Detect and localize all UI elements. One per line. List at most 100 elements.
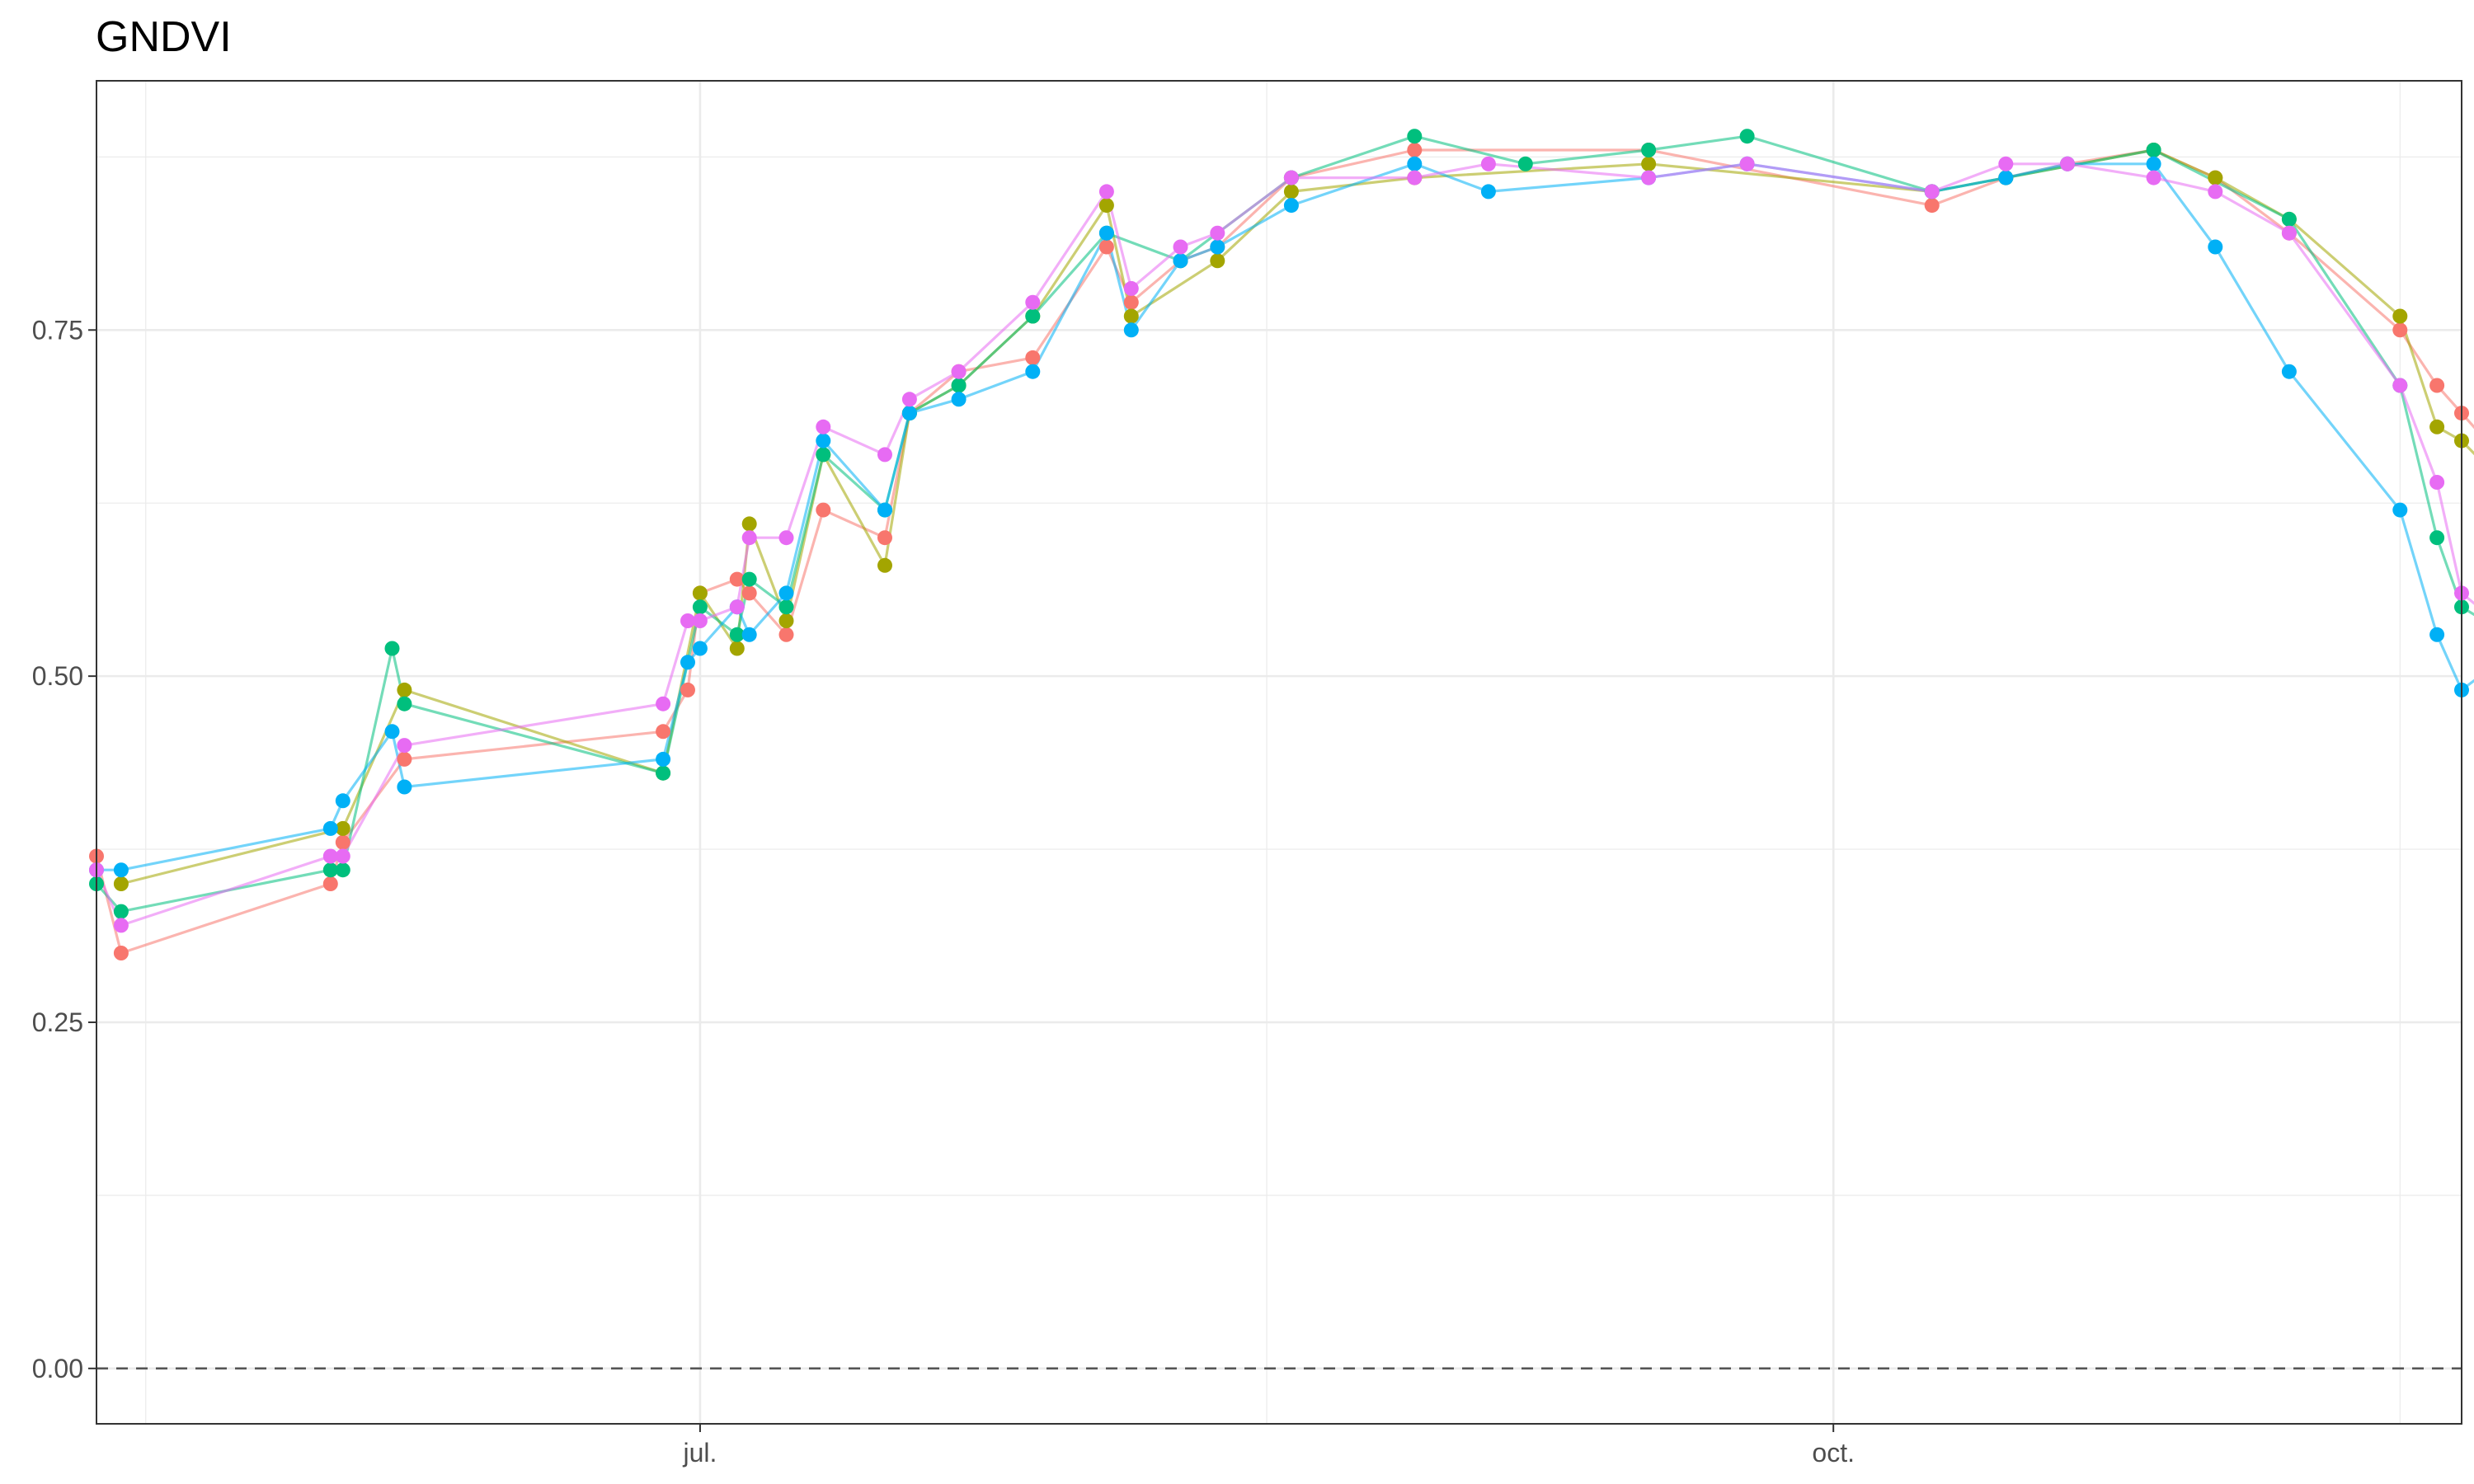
series-5-point	[397, 738, 412, 754]
plot-panel-border	[96, 80, 2462, 1425]
series-4-point	[113, 862, 129, 878]
x-tick-label: oct.	[1812, 1438, 1855, 1468]
series-5-point	[680, 613, 695, 628]
series-1-point	[113, 946, 129, 960]
series-1-point	[741, 585, 757, 601]
series-4-point	[2429, 627, 2445, 642]
series-4-point	[1210, 239, 1225, 255]
series-3-point	[741, 571, 757, 587]
series-4-point	[901, 406, 917, 421]
series-5-point	[951, 364, 967, 379]
series-4-point	[877, 502, 892, 518]
chart-title: GNDVI	[96, 13, 232, 61]
series-2-point	[397, 682, 412, 697]
series-2-point	[1098, 198, 1114, 214]
series-4-point	[2392, 502, 2408, 518]
series-4-line	[96, 162, 2474, 871]
series-5-point	[2392, 378, 2408, 393]
series-3-point	[951, 378, 967, 393]
y-tick-label: 0.75	[32, 315, 83, 345]
series-1-point	[1123, 294, 1139, 310]
series-5-point	[1998, 156, 2014, 171]
series-3-point	[2281, 211, 2297, 227]
series-2-point	[2208, 170, 2223, 186]
series-4-point	[2281, 364, 2297, 379]
series-2-point	[778, 613, 794, 628]
series-4-point	[1480, 184, 1496, 200]
series-5-point	[1641, 170, 1657, 186]
series-1-point	[335, 834, 350, 850]
series-5-point	[778, 530, 794, 546]
series-5-point	[1480, 156, 1496, 171]
series-3-point	[322, 862, 338, 878]
series-5-point	[1123, 280, 1139, 296]
series-1-point	[1407, 143, 1423, 157]
series-1-point	[877, 530, 892, 546]
series-2-point	[877, 557, 892, 573]
series-5-point	[1098, 184, 1114, 200]
y-tick-label: 0.50	[32, 661, 83, 691]
series-5-point	[656, 696, 671, 711]
series-5-point	[2146, 170, 2161, 186]
series-3-point	[2146, 143, 2161, 157]
series-1-point	[2429, 378, 2445, 393]
series-4-point	[1025, 364, 1041, 379]
series-4-point	[1998, 170, 2014, 186]
series-1-point	[1924, 198, 1940, 214]
series-4-point	[335, 793, 350, 809]
series-1-point	[1025, 350, 1041, 365]
series-5-point	[113, 918, 129, 933]
series-1-point	[1098, 239, 1114, 255]
series-2-point	[2429, 419, 2445, 434]
series-4-point	[1173, 253, 1188, 269]
series-4-point	[1123, 322, 1139, 338]
series-5-point	[1739, 156, 1755, 171]
y-tick-label: 0.00	[32, 1354, 83, 1383]
series-3-point	[397, 696, 412, 711]
series-points	[89, 129, 2469, 960]
series-4-point	[1283, 198, 1299, 214]
series-3-point	[113, 904, 129, 919]
series-5-point	[1025, 294, 1041, 310]
series-5-point	[741, 530, 757, 546]
minor-gridlines	[96, 81, 2462, 1424]
series-1-point	[397, 751, 412, 767]
series-2-point	[1123, 308, 1139, 324]
series-5-point	[2429, 475, 2445, 490]
series-2-point	[1641, 156, 1657, 171]
series-5-point	[2208, 184, 2223, 200]
series-4-point	[692, 641, 708, 656]
x-tick-label: jul.	[682, 1438, 717, 1468]
series-3-point	[656, 765, 671, 781]
series-3-point	[2429, 530, 2445, 546]
series-1-point	[2392, 322, 2408, 338]
series-5-point	[1407, 170, 1423, 186]
series-3-point	[1407, 129, 1423, 144]
series-5-point	[2060, 156, 2075, 171]
series-3-point	[335, 862, 350, 878]
series-2-point	[2392, 308, 2408, 324]
series-1-point	[729, 571, 745, 587]
series-5-point	[335, 848, 350, 864]
series-4-point	[2146, 156, 2161, 171]
series-3-point	[778, 599, 794, 615]
series-5-point	[729, 599, 745, 615]
series-4-point	[951, 392, 967, 407]
series-5-point	[322, 848, 338, 864]
series-4-point	[384, 724, 400, 740]
series-4-point	[397, 779, 412, 795]
series-5-point	[901, 392, 917, 407]
series-2-point	[113, 876, 129, 891]
series-2-point	[692, 585, 708, 601]
series-4-point	[778, 585, 794, 601]
series-2-point	[729, 641, 745, 656]
series-5-point	[1283, 170, 1299, 186]
series-5-point	[692, 613, 708, 628]
series-5-point	[1924, 184, 1940, 200]
series-1-point	[680, 682, 695, 697]
series-4-point	[656, 751, 671, 767]
y-axis: 0.00 0.25 0.50 0.75	[32, 315, 96, 1383]
series-3-point	[692, 599, 708, 615]
